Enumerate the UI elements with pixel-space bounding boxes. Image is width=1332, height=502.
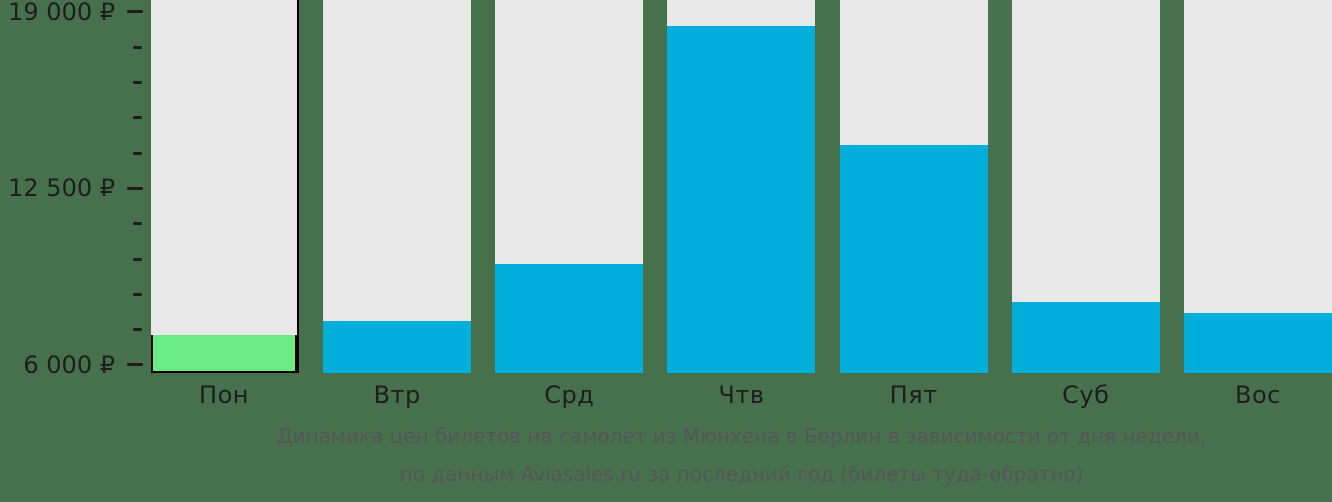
x-axis-label: Срд (544, 381, 595, 409)
caption-line-1: Динамика цен билетов на самолет из Мюнхе… (276, 424, 1207, 448)
y-axis-minor-tick (133, 45, 142, 49)
bar-column-2: Втр (323, 0, 472, 409)
y-axis-minor-tick (133, 81, 142, 84)
y-axis-major-tick (127, 363, 143, 367)
y-axis-label: 19 000 ₽ (8, 0, 115, 26)
caption-line-2: по данным Aviasales.ru за последний год … (399, 462, 1084, 486)
bar-column-6: Суб (1011, 0, 1160, 409)
x-axis-label: Пон (199, 381, 249, 409)
bar-fill (1011, 302, 1160, 373)
bar-column-1: Пон (151, 0, 299, 409)
x-axis-label: Вос (1235, 381, 1281, 409)
y-axis-minor-tick (133, 328, 142, 332)
bar-column-4: Чтв (667, 0, 816, 409)
x-axis-label: Пят (889, 381, 938, 409)
bar-fill (667, 26, 816, 373)
y-axis-label: 6 000 ₽ (23, 350, 115, 379)
y-axis-minor-tick (133, 257, 142, 261)
y-axis-major-tick (127, 186, 143, 190)
chart-caption: Динамика цен билетов на самолет из Мюнхе… (151, 423, 1332, 488)
bar-fill (323, 321, 472, 373)
chart-plot-area: Пон Втр Срд Чтв Пят Суб Вос (151, 0, 1332, 409)
y-axis-minor-tick (133, 116, 142, 120)
y-axis-major-tick (127, 10, 143, 14)
y-axis-minor-tick (133, 151, 142, 155)
x-axis-label: Чтв (718, 381, 765, 409)
y-axis: 19 000 ₽ 12 500 ₽ 6 000 ₽ (0, 0, 143, 385)
y-axis-minor-tick (133, 292, 142, 296)
bar-fill (495, 264, 644, 373)
bar-fill (839, 145, 988, 373)
y-axis-minor-tick (133, 222, 142, 226)
bar-column-5: Пят (839, 0, 988, 409)
x-axis-label: Суб (1062, 381, 1110, 409)
x-axis-label: Втр (373, 381, 421, 409)
bar-column-3: Срд (495, 0, 644, 409)
bar-column-7: Вос (1183, 0, 1332, 409)
y-axis-label: 12 500 ₽ (8, 174, 115, 203)
bar-fill (1183, 313, 1332, 373)
bar-fill-highlighted (151, 335, 297, 373)
